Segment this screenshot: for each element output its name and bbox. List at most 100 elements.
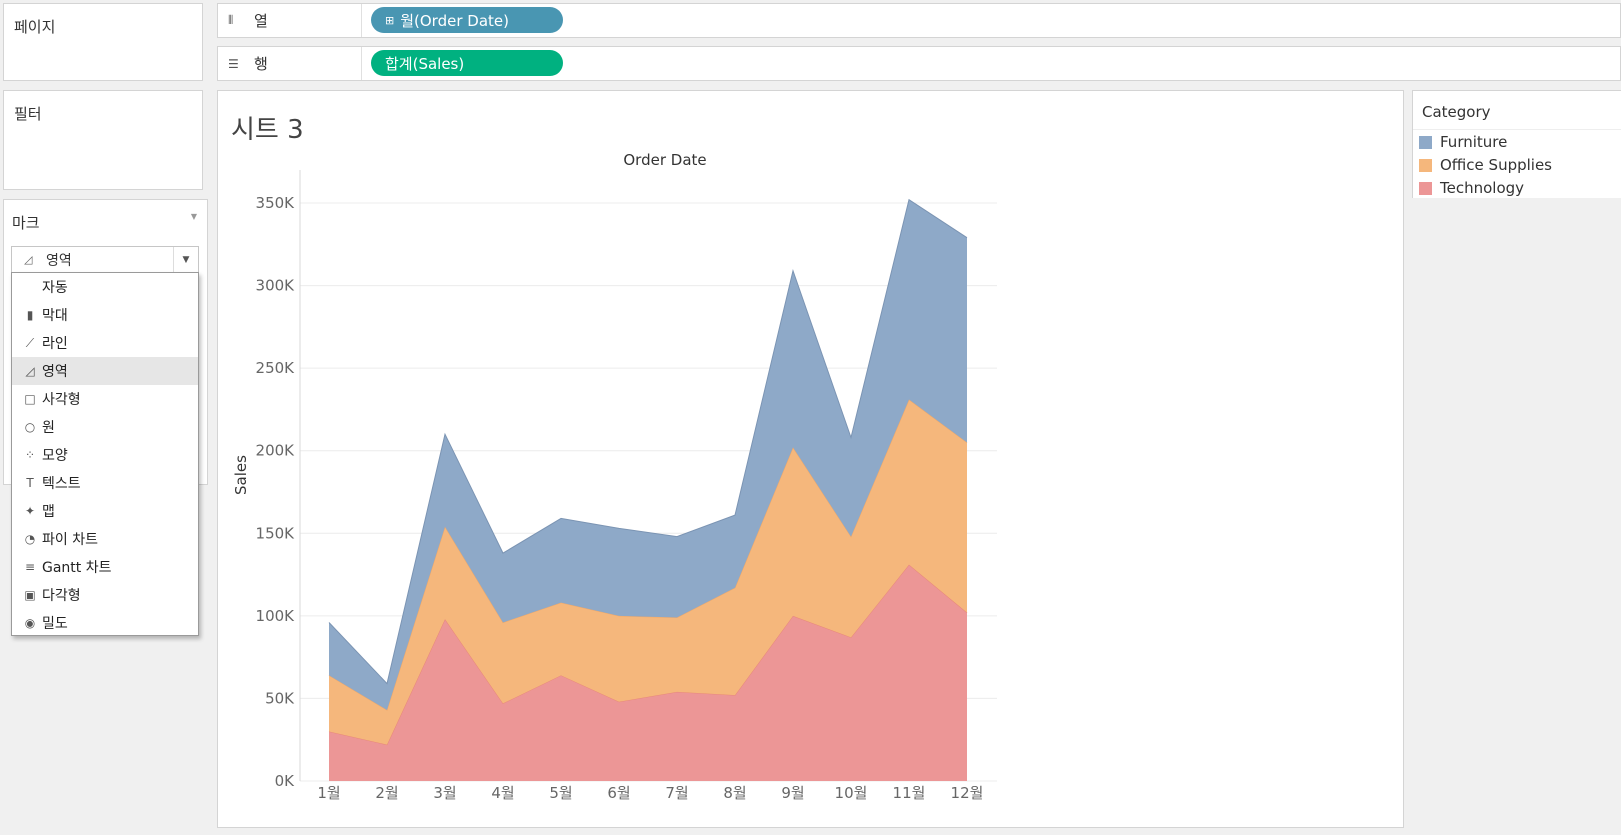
filters-title: 필터 — [14, 105, 42, 123]
columns-icon: ⦀ — [228, 13, 234, 27]
legend-swatch — [1419, 158, 1432, 172]
shapes-icon: ⁘ — [24, 448, 36, 462]
rows-shelf[interactable]: ☰ 행 합계(Sales) — [217, 46, 1621, 81]
pages-title: 페이지 — [14, 18, 56, 36]
area-chart[interactable]: 0K 50K 100K 150K 200K 250K 300K 350K 1월 2월 3월 4월 5월 6… — [217, 90, 1404, 828]
mark-type-option[interactable]: 자동 — [12, 273, 198, 301]
text-icon: T — [26, 476, 34, 490]
y-tick-label: 50K — [265, 689, 295, 707]
legend-item[interactable]: Technology — [1419, 178, 1524, 198]
category-legend: Category Furniture Office Supplies Technol… — [1412, 90, 1621, 198]
columns-pill-label: 월(Order Date) — [400, 11, 509, 30]
y-tick-label: 300K — [256, 277, 296, 295]
legend-item[interactable]: Office Supplies — [1419, 155, 1552, 175]
legend-items: Furniture Office Supplies Technology — [1413, 129, 1621, 198]
mark-type-option-label: 라인 — [42, 336, 68, 352]
mark-type-option-label: 막대 — [42, 308, 68, 324]
mark-type-option[interactable]: ◿ 영역 — [12, 357, 198, 385]
mark-type-option-label: Gantt 차트 — [42, 560, 112, 576]
mark-type-option-label: 사각형 — [42, 392, 81, 408]
mark-type-option[interactable]: □ 사각형 — [12, 385, 198, 413]
pie-chart-icon: ◔ — [24, 532, 36, 546]
mark-type-option[interactable]: ▣ 다각형 — [12, 581, 198, 609]
filters-panel[interactable]: 필터 — [3, 90, 203, 190]
mark-type-option-label: 텍스트 — [42, 476, 81, 492]
rows-shelf-label-area: ☰ 행 — [218, 47, 362, 80]
mark-type-option[interactable]: T 텍스트 — [12, 469, 198, 497]
marks-panel-collapse-icon[interactable]: ▼ — [190, 212, 197, 221]
x-tick-label: 4월 — [491, 784, 514, 802]
x-tick-label: 5월 — [549, 784, 572, 802]
mark-type-option-label: 맵 — [42, 504, 55, 520]
y-tick-label: 350K — [256, 194, 296, 212]
x-tick-label: 12월 — [951, 784, 984, 802]
mark-type-option-label: 밀도 — [42, 616, 68, 632]
y-axis-label: Sales — [232, 455, 250, 495]
gantt-icon: ≡ — [24, 560, 36, 574]
chevron-down-icon[interactable]: ▼ — [173, 247, 198, 272]
density-icon: ◉ — [24, 616, 36, 630]
area-chart-icon: ◿ — [25, 364, 35, 378]
x-tick-label: 7월 — [665, 784, 688, 802]
x-tick-label: 9월 — [781, 784, 804, 802]
mark-type-option-label: 파이 차트 — [42, 532, 98, 548]
circle-icon: ○ — [24, 420, 36, 434]
columns-pill[interactable]: ⊞ 월(Order Date) — [371, 7, 563, 33]
x-tick-label: 1월 — [317, 784, 340, 802]
mark-type-option-label: 원 — [42, 420, 55, 436]
area-series-furniture[interactable] — [329, 199, 967, 710]
legend-title: Category — [1422, 103, 1491, 121]
bar-chart-icon: ▮ — [26, 308, 34, 322]
mark-type-option-label: 다각형 — [42, 588, 81, 604]
sheet-title: 시트 3 — [231, 115, 304, 145]
legend-swatch — [1419, 135, 1432, 149]
legend-swatch — [1419, 181, 1432, 195]
chart-title: Order Date — [623, 151, 706, 169]
columns-shelf[interactable]: ⦀ 열 ⊞ 월(Order Date) — [217, 3, 1621, 38]
rows-pill-label: 합계(Sales) — [385, 54, 465, 73]
legend-item-label: Furniture — [1440, 133, 1508, 151]
marks-title: 마크 — [12, 214, 40, 232]
mark-type-value: 영역 — [46, 252, 72, 269]
y-tick-label: 100K — [256, 607, 296, 625]
pages-panel: 페이지 — [3, 3, 203, 81]
legend-item-label: Technology — [1440, 179, 1525, 197]
x-tick-label: 3월 — [433, 784, 456, 802]
y-tick-label: 0K — [275, 772, 296, 790]
mark-type-option-label: 모양 — [42, 448, 68, 464]
square-icon: □ — [24, 392, 36, 406]
rows-pill[interactable]: 합계(Sales) — [371, 50, 563, 76]
area-series-technology[interactable] — [329, 564, 967, 781]
mark-type-option[interactable]: ✦ 맵 — [12, 497, 198, 525]
x-tick-label: 11월 — [893, 784, 926, 802]
mark-type-option[interactable]: ◉ 밀도 — [12, 609, 198, 637]
polygon-icon: ▣ — [24, 588, 36, 602]
area-series-line — [328, 198, 968, 685]
legend-item[interactable]: Furniture — [1419, 132, 1507, 152]
mark-type-option[interactable]: ◔ 파이 차트 — [12, 525, 198, 553]
y-tick-label: 250K — [256, 359, 296, 377]
map-icon: ✦ — [24, 504, 36, 518]
mark-type-option[interactable]: ▮ 막대 — [12, 301, 198, 329]
x-tick-label: 8월 — [723, 784, 746, 802]
area-series-office-supplies[interactable] — [329, 399, 967, 745]
columns-shelf-label-area: ⦀ 열 — [218, 4, 362, 37]
mark-type-option[interactable]: ≡ Gantt 차트 — [12, 553, 198, 581]
mark-type-select[interactable]: ◿ 영역 ▼ — [11, 246, 199, 273]
mark-type-option-label: 영역 — [42, 364, 68, 380]
mark-type-option[interactable]: ⁘ 모양 — [12, 441, 198, 469]
x-tick-label: 2월 — [375, 784, 398, 802]
rows-shelf-label: 행 — [254, 55, 268, 73]
line-chart-icon: ⟋ — [25, 335, 35, 350]
x-tick-label: 6월 — [607, 784, 630, 802]
rows-icon: ☰ — [228, 56, 239, 71]
x-tick-label: 10월 — [835, 784, 868, 802]
mark-type-option[interactable]: ○ 원 — [12, 413, 198, 441]
area-chart-icon: ◿ — [24, 253, 33, 266]
columns-shelf-label: 열 — [254, 12, 268, 30]
mark-type-option[interactable]: ⟋ 라인 — [12, 329, 198, 357]
legend-item-label: Office Supplies — [1440, 156, 1553, 174]
mark-type-menu: 자동 ▮ 막대 ⟋ 라인 ◿ 영역 □ 사각형 ○ 원 ⁘ 모양 T 텍스트 ✦ 맵 ◔ 파이 차트 ≡ Gantt 차… — [11, 272, 199, 636]
date-plus-icon: ⊞ — [385, 13, 395, 27]
y-tick-label: 200K — [256, 442, 296, 460]
